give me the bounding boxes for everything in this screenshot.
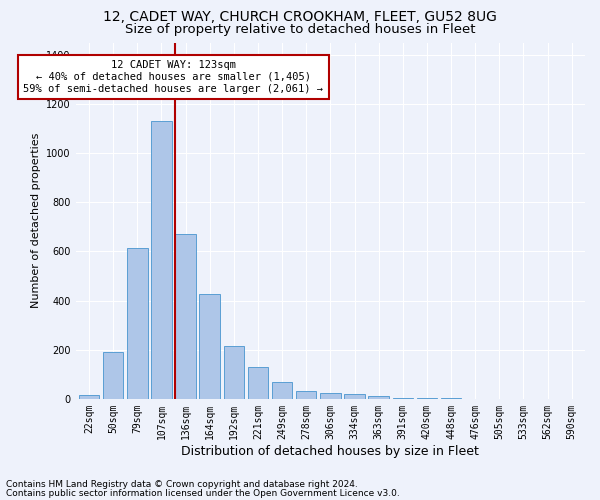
Bar [320, 394, 341, 399]
Bar [127, 248, 148, 399]
Bar [175, 234, 196, 399]
Text: 12 CADET WAY: 123sqm
← 40% of detached houses are smaller (1,405)
59% of semi-de: 12 CADET WAY: 123sqm ← 40% of detached h… [23, 60, 323, 94]
Bar [248, 367, 268, 399]
Bar [296, 392, 316, 399]
Bar [368, 396, 389, 399]
Bar [103, 352, 124, 399]
Bar [151, 121, 172, 399]
Y-axis label: Number of detached properties: Number of detached properties [31, 133, 41, 308]
Bar [199, 294, 220, 399]
Bar [272, 382, 292, 399]
Text: 12, CADET WAY, CHURCH CROOKHAM, FLEET, GU52 8UG: 12, CADET WAY, CHURCH CROOKHAM, FLEET, G… [103, 10, 497, 24]
Text: Contains public sector information licensed under the Open Government Licence v3: Contains public sector information licen… [6, 488, 400, 498]
Bar [224, 346, 244, 399]
Bar [344, 394, 365, 399]
Text: Size of property relative to detached houses in Fleet: Size of property relative to detached ho… [125, 22, 475, 36]
Text: Contains HM Land Registry data © Crown copyright and database right 2024.: Contains HM Land Registry data © Crown c… [6, 480, 358, 489]
Bar [392, 398, 413, 399]
X-axis label: Distribution of detached houses by size in Fleet: Distribution of detached houses by size … [181, 444, 479, 458]
Bar [416, 398, 437, 399]
Bar [441, 398, 461, 399]
Bar [79, 395, 99, 399]
